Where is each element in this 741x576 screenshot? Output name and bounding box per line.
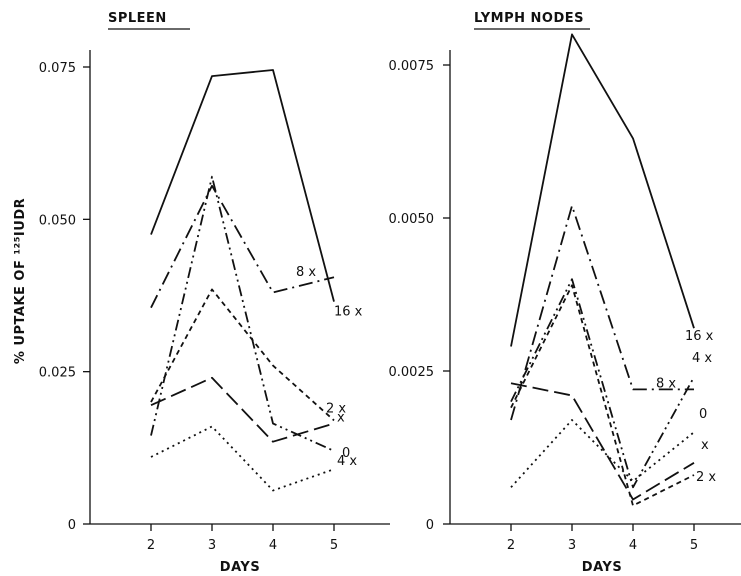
lymph-nodes-series-label-0: 0 bbox=[699, 407, 707, 422]
lymph-nodes-panel: LYMPH NODES DAYS 2 3 4 5 0 0.0025 0.0050 0.0075… bbox=[389, 11, 741, 575]
lymph-nodes-y-tick-label-0-0025: 0.0025 bbox=[389, 365, 435, 380]
spleen-series-label-16-x: 16 x bbox=[334, 305, 363, 320]
lymph-nodes-series-label-8-x: 8 x bbox=[656, 376, 676, 391]
spleen-y-tick-label-0-075: 0.075 bbox=[39, 61, 76, 76]
lymph-nodes-series-line-8-x bbox=[510, 204, 694, 421]
spleen-series-line-8-x bbox=[150, 184, 335, 309]
spleen-panel: SPLEEN DAYS % UPTAKE OF ¹²⁵IUDR 2 3 4 5 0 0.0… bbox=[13, 11, 390, 575]
spleen-series-line-0 bbox=[150, 425, 335, 492]
spleen-x-tick-label-3: 3 bbox=[208, 538, 216, 553]
lymph-nodes-series-label-16-x: 16 x bbox=[685, 329, 714, 344]
lymph-nodes-y-tick-label-0-0075: 0.0075 bbox=[389, 59, 435, 74]
lymph-nodes-series-line-4-x bbox=[510, 278, 695, 489]
lymph-nodes-x-tick-label-4: 4 bbox=[629, 538, 637, 553]
lymph-nodes-series-line-x bbox=[510, 382, 695, 501]
spleen-series-label-8-x: 8 x bbox=[296, 265, 316, 280]
spleen-series-label-4-x: 4 x bbox=[337, 454, 357, 469]
lymph-nodes-series-label-4-x: 4 x bbox=[692, 351, 712, 366]
spleen-title: SPLEEN bbox=[108, 11, 167, 26]
spleen-x-axis-label: DAYS bbox=[220, 560, 260, 575]
lymph-nodes-series-line-0 bbox=[510, 419, 695, 488]
lymph-nodes-y-tick-label-0: 0 bbox=[426, 518, 434, 533]
spleen-series-line-16-x bbox=[150, 69, 335, 302]
lymph-nodes-y-tick-label-0-0050: 0.0050 bbox=[389, 212, 435, 227]
lymph-nodes-x-tick-label-2: 2 bbox=[507, 538, 515, 553]
lymph-nodes-series-label-2-x: 2 x bbox=[696, 470, 716, 485]
lymph-nodes-title: LYMPH NODES bbox=[474, 11, 584, 26]
lymph-nodes-x-axis-label: DAYS bbox=[582, 560, 622, 575]
spleen-x-tick-label-2: 2 bbox=[147, 538, 155, 553]
spleen-series-line-x bbox=[150, 376, 335, 443]
lymph-nodes-series-label-x: x bbox=[701, 438, 709, 453]
lymph-nodes-series-line-2-x bbox=[510, 284, 695, 507]
spleen-y-tick-label-0: 0 bbox=[68, 518, 76, 533]
spleen-x-tick-label-5: 5 bbox=[330, 538, 338, 553]
spleen-y-tick-label-0-050: 0.050 bbox=[39, 213, 76, 228]
spleen-series-label-0: 0 bbox=[342, 446, 350, 461]
spleen-x-tick-label-4: 4 bbox=[269, 538, 277, 553]
spleen-y-tick-label-0-025: 0.025 bbox=[39, 366, 76, 381]
lymph-nodes-x-tick-label-5: 5 bbox=[690, 538, 698, 553]
spleen-series-label-2-x: 2 x bbox=[326, 401, 346, 416]
lymph-nodes-x-tick-label-3: 3 bbox=[568, 538, 576, 553]
lymph-nodes-series-line-16-x bbox=[510, 33, 695, 347]
spleen-y-axis-label: % UPTAKE OF ¹²⁵IUDR bbox=[13, 198, 28, 364]
spleen-series-label-x: x bbox=[337, 411, 345, 426]
spleen-series-line-2-x bbox=[150, 288, 335, 422]
spleen-series-line-4-x bbox=[150, 175, 335, 452]
